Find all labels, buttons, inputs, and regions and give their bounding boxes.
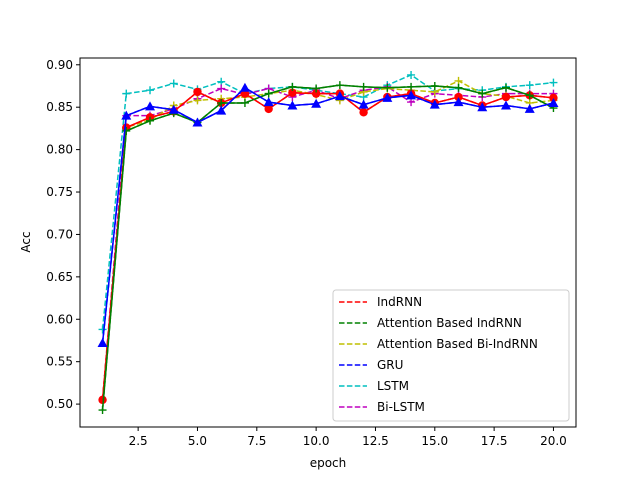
data-point (192, 117, 203, 127)
data-point (549, 78, 558, 87)
data-point (193, 96, 202, 105)
data-point (358, 99, 369, 109)
data-point (524, 103, 535, 113)
data-point (264, 104, 273, 114)
data-point (263, 97, 274, 107)
x-tick-label: 12.5 (362, 434, 389, 448)
data-point (406, 90, 417, 100)
series-attention-based-indrnn (98, 81, 558, 415)
data-point (287, 100, 298, 110)
legend-label: LSTM (377, 379, 409, 393)
data-point (122, 89, 131, 98)
data-point (382, 92, 393, 102)
data-point (216, 105, 227, 115)
x-axis-title: epoch (310, 456, 347, 470)
data-point (98, 395, 107, 405)
data-point (146, 86, 155, 95)
data-point (264, 89, 273, 98)
series-gru (97, 82, 559, 348)
data-point (97, 338, 108, 348)
data-point (335, 81, 344, 90)
data-point (146, 116, 155, 125)
data-point (288, 82, 297, 91)
data-point (453, 97, 464, 107)
data-point (288, 88, 297, 97)
data-point (429, 99, 440, 109)
data-point (312, 84, 321, 93)
data-point (359, 82, 368, 91)
data-point (407, 98, 416, 107)
y-axis: 0.50 0.55 0.60 0.65 0.70 0.75 0.80 0.85 0.90 (46, 58, 80, 411)
data-point (500, 100, 511, 110)
x-tick-label: 5.0 (188, 434, 207, 448)
data-point (478, 89, 487, 98)
y-tick-label: 0.65 (46, 270, 73, 284)
x-tick-label: 7.5 (247, 434, 266, 448)
data-point (501, 83, 510, 92)
y-tick-label: 0.80 (46, 143, 73, 157)
data-point (217, 77, 226, 86)
data-point (169, 79, 178, 88)
data-point (407, 82, 416, 91)
data-point (549, 93, 558, 103)
legend-label: Attention Based IndRNN (377, 316, 522, 330)
x-tick-label: 17.5 (481, 434, 508, 448)
y-tick-label: 0.50 (46, 397, 73, 411)
legend-label: Bi-LSTM (377, 400, 425, 414)
data-point (145, 101, 156, 111)
data-point (239, 82, 250, 92)
y-tick-label: 0.70 (46, 227, 73, 241)
data-point (122, 126, 131, 135)
data-point (383, 83, 392, 92)
data-point (525, 81, 534, 90)
series-line-dashed (101, 80, 554, 400)
data-point (454, 76, 463, 85)
y-axis-title: Acc (19, 231, 33, 252)
data-point (168, 104, 179, 114)
y-tick-label: 0.75 (46, 185, 73, 199)
data-point (548, 97, 559, 107)
x-tick-label: 10.0 (303, 434, 330, 448)
data-point (359, 108, 368, 117)
x-axis: 2.5 5.0 7.5 10.0 12.5 15.0 17.5 20.0 (129, 427, 567, 448)
y-tick-label: 0.55 (46, 355, 73, 369)
data-point (334, 91, 345, 101)
y-tick-label: 0.90 (46, 58, 73, 72)
x-tick-label: 15.0 (421, 434, 448, 448)
data-point (477, 102, 488, 112)
data-point (98, 325, 107, 334)
data-point (407, 70, 416, 79)
data-point (501, 92, 511, 102)
data-point (454, 92, 463, 102)
y-tick-label: 0.85 (46, 100, 73, 114)
legend-box (332, 289, 570, 422)
series-layer (97, 70, 559, 415)
data-point (98, 406, 107, 415)
legend-label: Attention Based Bi-IndRNN (377, 337, 538, 351)
data-point (311, 89, 321, 98)
data-point (217, 84, 226, 93)
data-point (311, 98, 322, 108)
legend: IndRNN Attention Based IndRNN Attention Ba… (332, 289, 570, 422)
data-point (525, 91, 534, 100)
series-line-solid (101, 84, 554, 411)
series-line-dashed (101, 74, 554, 330)
data-point (193, 87, 202, 97)
x-tick-label: 2.5 (129, 434, 148, 448)
data-point (240, 98, 249, 107)
plot-frame (79, 57, 577, 428)
data-point (430, 81, 439, 90)
legend-label: GRU (377, 358, 403, 372)
y-tick-label: 0.60 (46, 312, 73, 326)
data-point (454, 83, 463, 92)
x-tick-label: 20.0 (540, 434, 567, 448)
legend-label: IndRNN (377, 295, 422, 309)
data-point (121, 110, 132, 120)
